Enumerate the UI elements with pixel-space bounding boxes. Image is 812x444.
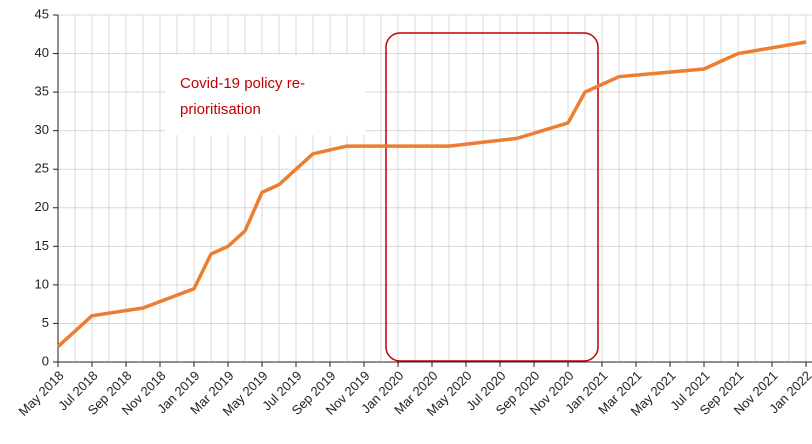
y-tick-label: 35 (35, 84, 49, 99)
y-tick-label: 20 (35, 199, 49, 214)
data-line (56, 40, 807, 348)
annotation-line: Covid-19 policy re- (180, 75, 305, 92)
annotation-box (165, 55, 365, 135)
y-tick-label: 25 (35, 161, 49, 176)
y-tick-label: 30 (35, 122, 49, 137)
highlight-box (385, 32, 599, 362)
x-tick-label: May 2018 (16, 368, 67, 419)
y-tick-label: 10 (35, 276, 49, 291)
y-tick-label: 15 (35, 238, 49, 253)
y-tick-label: 5 (42, 315, 49, 330)
y-tick-label: 45 (35, 6, 49, 21)
y-tick-label: 40 (35, 45, 49, 60)
annotation: Covid-19 policy re- prioritisation (180, 75, 305, 118)
annotation-line: prioritisation (180, 101, 261, 118)
y-tick-label: 0 (42, 353, 49, 368)
